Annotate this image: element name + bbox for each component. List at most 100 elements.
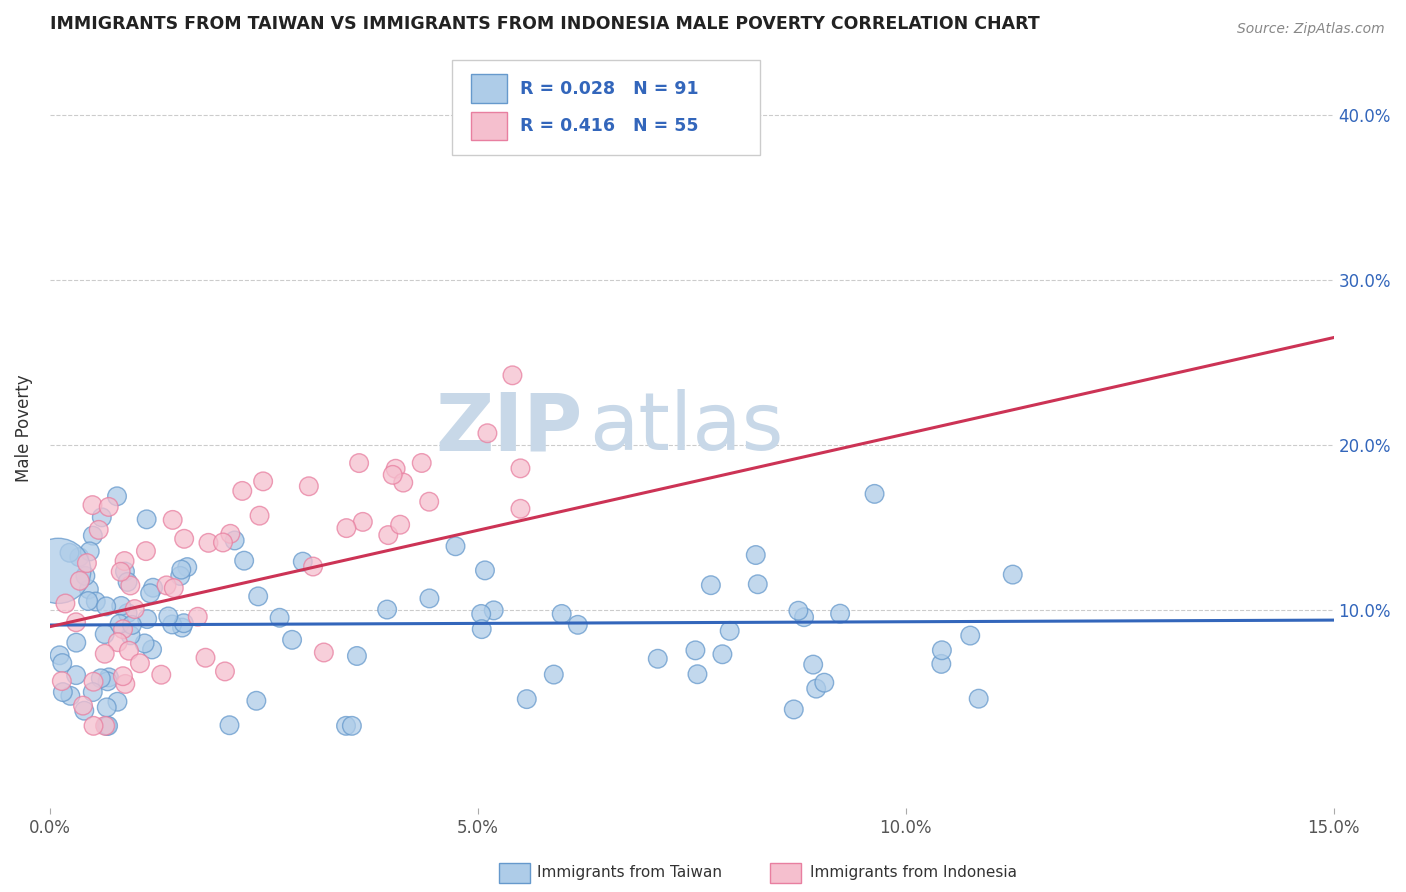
Point bbox=[218, 718, 240, 732]
Point bbox=[163, 581, 186, 595]
Point bbox=[959, 629, 981, 643]
Point bbox=[135, 512, 157, 526]
Point bbox=[97, 719, 120, 733]
Point bbox=[82, 498, 104, 512]
Point bbox=[96, 700, 118, 714]
Point bbox=[187, 609, 209, 624]
Point bbox=[82, 685, 104, 699]
Point bbox=[381, 467, 404, 482]
Point bbox=[76, 556, 98, 570]
Point bbox=[375, 602, 398, 616]
Point bbox=[516, 692, 538, 706]
Point bbox=[340, 719, 363, 733]
Point bbox=[745, 548, 768, 562]
FancyBboxPatch shape bbox=[471, 112, 506, 140]
Point bbox=[94, 719, 117, 733]
Point bbox=[170, 563, 193, 577]
Point bbox=[281, 632, 304, 647]
Point bbox=[813, 675, 835, 690]
Point bbox=[335, 719, 357, 733]
Point bbox=[176, 560, 198, 574]
Point bbox=[97, 500, 120, 514]
Point bbox=[51, 674, 73, 689]
Point bbox=[160, 617, 183, 632]
Point bbox=[718, 624, 741, 638]
Text: ZIP: ZIP bbox=[436, 390, 582, 467]
Point bbox=[567, 617, 589, 632]
Point bbox=[117, 606, 139, 620]
Point bbox=[411, 456, 433, 470]
Point bbox=[231, 483, 253, 498]
Point bbox=[83, 674, 105, 689]
Point bbox=[830, 607, 852, 621]
Point bbox=[118, 644, 141, 658]
Point bbox=[77, 594, 100, 608]
FancyBboxPatch shape bbox=[451, 60, 759, 155]
Point bbox=[509, 501, 531, 516]
Point bbox=[65, 635, 87, 649]
Point bbox=[157, 609, 180, 624]
Point bbox=[793, 610, 815, 624]
Point bbox=[65, 615, 87, 630]
Point bbox=[418, 591, 440, 606]
Point bbox=[471, 622, 494, 636]
Point bbox=[245, 694, 267, 708]
Point bbox=[48, 648, 70, 663]
Point bbox=[82, 529, 104, 543]
Point bbox=[69, 574, 91, 588]
Point bbox=[84, 594, 107, 608]
Point bbox=[73, 704, 96, 718]
Point bbox=[700, 578, 723, 592]
Point bbox=[444, 539, 467, 553]
Point bbox=[509, 461, 531, 475]
Point bbox=[747, 577, 769, 591]
Point bbox=[173, 532, 195, 546]
Point bbox=[474, 563, 496, 577]
Point bbox=[90, 510, 112, 524]
Point bbox=[124, 602, 146, 616]
Point bbox=[384, 462, 406, 476]
Point bbox=[501, 368, 523, 383]
Point bbox=[173, 616, 195, 631]
Point bbox=[389, 517, 412, 532]
Point bbox=[212, 535, 235, 549]
Point bbox=[117, 574, 139, 589]
Point bbox=[169, 569, 191, 583]
Point bbox=[352, 515, 374, 529]
Point bbox=[302, 559, 325, 574]
Point bbox=[170, 621, 193, 635]
Point bbox=[46, 564, 69, 578]
Point bbox=[90, 671, 112, 685]
Point bbox=[162, 513, 184, 527]
Point bbox=[108, 616, 131, 631]
Point bbox=[114, 565, 136, 579]
Point bbox=[107, 695, 129, 709]
Point bbox=[312, 645, 335, 659]
Point bbox=[269, 611, 291, 625]
Point bbox=[135, 544, 157, 558]
Point bbox=[155, 578, 177, 592]
Point bbox=[112, 622, 135, 636]
Point bbox=[224, 533, 246, 548]
Point bbox=[58, 546, 80, 560]
Point bbox=[141, 642, 163, 657]
Point bbox=[194, 650, 217, 665]
Point bbox=[806, 681, 828, 696]
Point bbox=[75, 569, 97, 583]
Point bbox=[477, 426, 499, 441]
Point bbox=[142, 581, 165, 595]
Point bbox=[543, 667, 565, 681]
FancyBboxPatch shape bbox=[471, 74, 506, 103]
Point bbox=[114, 554, 136, 568]
Point bbox=[685, 643, 707, 657]
Text: IMMIGRANTS FROM TAIWAN VS IMMIGRANTS FROM INDONESIA MALE POVERTY CORRELATION CHA: IMMIGRANTS FROM TAIWAN VS IMMIGRANTS FRO… bbox=[49, 15, 1039, 33]
Point bbox=[67, 550, 90, 565]
Point bbox=[72, 698, 94, 713]
Point bbox=[120, 578, 142, 592]
Text: R = 0.416   N = 55: R = 0.416 N = 55 bbox=[520, 117, 699, 135]
Point bbox=[59, 689, 82, 703]
Point bbox=[94, 647, 117, 661]
Point bbox=[801, 657, 824, 672]
Point bbox=[197, 536, 219, 550]
Point bbox=[51, 656, 73, 670]
